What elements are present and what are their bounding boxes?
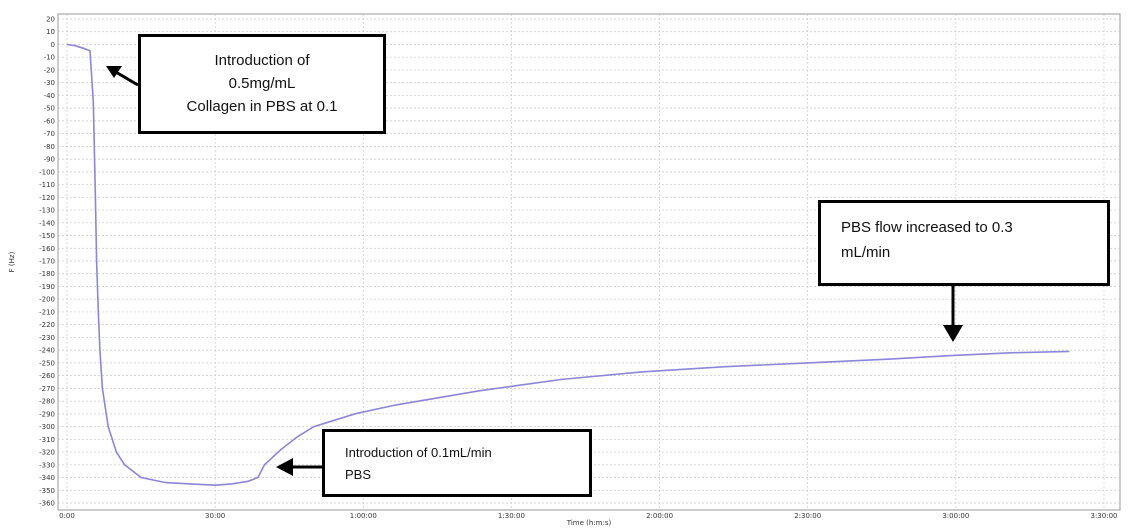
annotation-3-line-2: mL/min (841, 244, 891, 261)
y-tick-label: -340 (39, 474, 55, 482)
y-tick-label: -300 (39, 423, 55, 431)
y-tick-label: -360 (39, 500, 55, 508)
x-tick-labels: 0:00 30:00 1:00:00 1:30:00 2:00:00 2:30:00 3:0… (59, 512, 1117, 520)
y-tick-label: -30 (44, 79, 55, 87)
arrow-1-shaft (113, 69, 139, 87)
annotation-3-line-1: PBS flow increased to 0.3 (841, 219, 1013, 236)
x-tick-label: 0:00 (59, 512, 75, 520)
y-tick-label: -100 (39, 168, 55, 176)
y-tick-label: -110 (39, 181, 55, 189)
x-tick-label: 2:30:00 (794, 512, 821, 520)
y-tick-label: -200 (39, 296, 55, 304)
x-tick-label: 1:00:00 (350, 512, 377, 520)
x-tick-label: 3:00:00 (942, 512, 969, 520)
y-tick-label: -270 (39, 385, 55, 393)
y-tick-label: -60 (44, 117, 55, 125)
arrow-2-head (276, 458, 293, 476)
y-tick-label: -90 (44, 156, 55, 164)
y-tick-label: -350 (39, 487, 55, 495)
y-tick-label: -120 (39, 194, 55, 202)
x-tick-label: 30:00 (205, 512, 225, 520)
y-tick-label: -170 (39, 258, 55, 266)
arrow-1-head (106, 66, 122, 78)
x-tick-label: 2:00:00 (646, 512, 673, 520)
annotation-collagen-introduction: Introduction of 0.5mg/mL Collagen in PBS… (138, 34, 386, 134)
y-tick-label: -330 (39, 461, 55, 469)
y-tick-label: -10 (44, 54, 55, 62)
y-tick-label: -310 (39, 436, 55, 444)
annotation-2-line-2: PBS (345, 467, 372, 482)
y-tick-label: -290 (39, 410, 55, 418)
y-tick-label: -320 (39, 449, 55, 457)
y-tick-label: 0 (51, 41, 55, 49)
annotation-1-line-3: Collagen in PBS at 0.1 (186, 98, 338, 115)
y-tick-label: -180 (39, 270, 55, 278)
arrow-3-head (943, 325, 963, 342)
y-tick-label: -150 (39, 232, 55, 240)
y-tick-label: -70 (44, 130, 55, 138)
y-tick-label: -220 (39, 321, 55, 329)
y-tick-label: -160 (39, 245, 55, 253)
series-line (66, 43, 1070, 487)
y-tick-label: -240 (39, 347, 55, 355)
x-axis-label: Time (h:m:s) (566, 519, 612, 527)
annotation-pbs-flow-increase: PBS flow increased to 0.3 mL/min (818, 200, 1110, 286)
y-tick-label: -130 (39, 207, 55, 215)
x-tick-label: 3:30:00 (1091, 512, 1118, 520)
annotation-1-line-2: 0.5mg/mL (228, 75, 296, 92)
y-tick-label: -80 (44, 143, 55, 151)
y-tick-label: -250 (39, 359, 55, 367)
annotation-2-line-1: Introduction of 0.1mL/min (345, 445, 492, 460)
y-tick-labels: 20 10 0 -10 -20 -30 -40 -50 -60 -70 -80 -90 -100 -110… (39, 16, 55, 508)
y-tick-label: -260 (39, 372, 55, 380)
y-tick-label: -20 (44, 66, 55, 74)
y-tick-label: -230 (39, 334, 55, 342)
y-tick-label: -280 (39, 398, 55, 406)
arrows (106, 66, 963, 476)
y-tick-label: 10 (46, 28, 55, 36)
y-tick-label: -210 (39, 308, 55, 316)
y-tick-label: 20 (46, 16, 55, 24)
annotation-pbs-introduction: Introduction of 0.1mL/min PBS (322, 429, 592, 497)
y-axis-label: F (Hz) (8, 251, 16, 272)
y-tick-label: -40 (44, 92, 55, 100)
y-tick-label: -190 (39, 283, 55, 291)
x-tick-label: 1:30:00 (498, 512, 525, 520)
y-tick-label: -50 (44, 105, 55, 113)
y-tick-label: -140 (39, 219, 55, 227)
annotation-1-line-1: Introduction of (214, 52, 310, 69)
